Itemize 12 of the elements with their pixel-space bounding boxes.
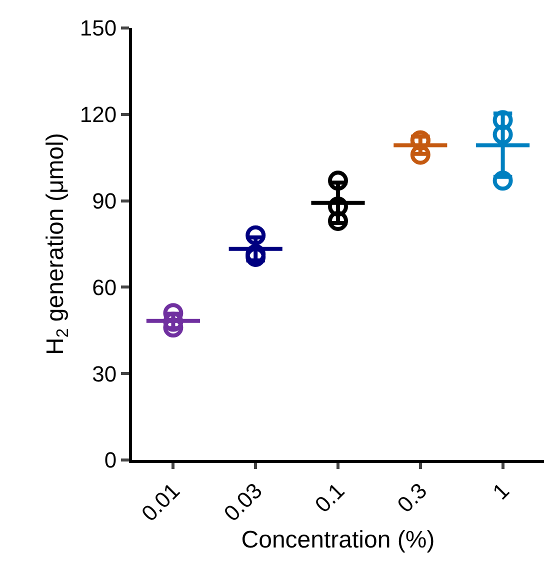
x-tick-label: 1 xyxy=(488,478,514,504)
x-axis-title: Concentration (%) xyxy=(241,526,435,554)
y-tick-label: 0 xyxy=(104,448,117,473)
y-tick-label: 30 xyxy=(92,361,117,386)
x-tick-label: 0.3 xyxy=(392,478,432,518)
y-tick-label: 90 xyxy=(92,188,117,214)
x-tick-label: 0.01 xyxy=(136,478,185,526)
y-tick-label: 120 xyxy=(80,102,117,128)
y-tick-label: 150 xyxy=(80,16,117,41)
x-tick-label: 0.1 xyxy=(310,478,350,518)
x-tick-label: 0.03 xyxy=(218,478,267,526)
y-tick-label: 60 xyxy=(92,274,117,300)
